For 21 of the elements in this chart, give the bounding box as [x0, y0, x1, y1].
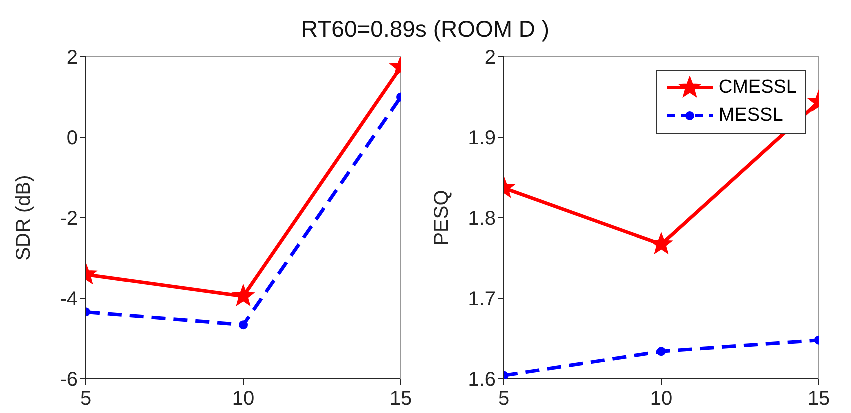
- x-tick-label: 5: [80, 388, 92, 410]
- y-tick-label: -4: [60, 288, 78, 311]
- x-tick-label: 15: [390, 388, 412, 410]
- x-tick-label: 5: [498, 388, 510, 410]
- y-tick-label: 2: [484, 47, 496, 70]
- y-axis-title: PESQ: [431, 190, 453, 246]
- y-tick-label: 0: [66, 128, 78, 150]
- chart-title: RT60=0.89s (ROOM D ): [300, 16, 551, 43]
- y-axis-title: SDR (dB): [13, 175, 35, 261]
- y-tick-label: 1.7: [468, 288, 496, 311]
- x-tick-label: 10: [650, 388, 673, 410]
- y-tick-label: -2: [60, 208, 78, 230]
- y-tick-label: -6: [60, 369, 78, 392]
- y-tick-label: 2: [66, 47, 78, 70]
- legend-label: CMESSL: [718, 77, 797, 99]
- y-tick-label: 1.9: [468, 128, 496, 150]
- legend-label: MESSL: [718, 105, 784, 127]
- x-tick-label: 15: [808, 388, 830, 410]
- x-tick-label: 10: [232, 388, 255, 410]
- y-tick-label: 1.6: [468, 369, 496, 392]
- y-tick-label: 1.8: [468, 208, 496, 230]
